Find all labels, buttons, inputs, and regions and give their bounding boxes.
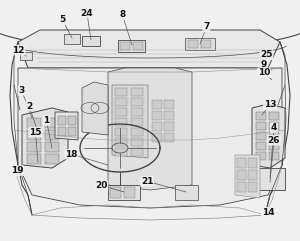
Polygon shape [256,142,266,150]
Circle shape [268,68,276,76]
Polygon shape [58,116,66,125]
Text: 21: 21 [141,177,153,186]
Polygon shape [256,122,266,130]
Polygon shape [115,128,127,136]
Text: 5: 5 [59,15,65,24]
Polygon shape [248,182,257,192]
Polygon shape [27,130,41,140]
Polygon shape [45,130,59,140]
Polygon shape [82,36,100,46]
Polygon shape [164,122,174,131]
Polygon shape [82,82,108,135]
Polygon shape [152,122,162,131]
Polygon shape [269,112,279,120]
Polygon shape [27,142,41,152]
Text: 8: 8 [119,10,125,20]
Polygon shape [248,170,257,180]
Polygon shape [131,98,143,106]
Polygon shape [248,158,257,168]
Polygon shape [45,142,59,152]
Text: 12: 12 [12,46,25,55]
Polygon shape [108,185,140,200]
Polygon shape [115,138,127,146]
Polygon shape [237,170,246,180]
Polygon shape [256,152,266,160]
Polygon shape [68,127,76,136]
Polygon shape [118,40,145,52]
Polygon shape [152,100,162,109]
Text: 9: 9 [261,60,267,69]
Text: 3: 3 [19,86,25,95]
Polygon shape [110,187,121,198]
Polygon shape [175,185,198,200]
Polygon shape [120,42,130,50]
Circle shape [268,58,276,66]
Polygon shape [112,85,148,158]
Text: 24: 24 [81,9,93,18]
Polygon shape [55,112,78,140]
Polygon shape [115,108,127,116]
Polygon shape [115,98,127,106]
Polygon shape [164,100,174,109]
Polygon shape [64,34,80,44]
Polygon shape [68,116,76,125]
Polygon shape [269,152,279,160]
Polygon shape [164,133,174,142]
Polygon shape [18,30,280,68]
Polygon shape [108,68,192,190]
Polygon shape [131,138,143,146]
Polygon shape [131,148,143,156]
Text: 19: 19 [11,166,24,175]
Polygon shape [22,108,68,168]
Text: 10: 10 [258,68,270,77]
Polygon shape [115,118,127,126]
Polygon shape [58,127,66,136]
Text: 7: 7 [203,22,210,32]
Text: 14: 14 [262,208,274,217]
Polygon shape [133,42,143,50]
Polygon shape [27,154,41,164]
Polygon shape [131,108,143,116]
Text: 1: 1 [44,116,50,125]
Text: 13: 13 [264,100,276,109]
Text: 20: 20 [95,181,108,190]
Polygon shape [201,40,211,48]
Polygon shape [256,132,266,140]
Text: 15: 15 [29,127,42,137]
Circle shape [264,50,272,58]
Text: 25: 25 [260,50,273,60]
Polygon shape [20,52,32,60]
Polygon shape [269,132,279,140]
Polygon shape [131,128,143,136]
Polygon shape [45,118,59,128]
Text: 4: 4 [271,123,277,132]
Polygon shape [164,111,174,120]
Polygon shape [131,88,143,96]
Polygon shape [152,133,162,142]
Polygon shape [235,155,260,198]
Text: 18: 18 [65,150,78,159]
Text: 2: 2 [26,101,32,111]
Polygon shape [256,112,266,120]
Text: 26: 26 [268,136,280,145]
Polygon shape [252,104,285,168]
Polygon shape [269,122,279,130]
Polygon shape [115,88,127,96]
Polygon shape [18,68,282,208]
Polygon shape [4,18,296,215]
Polygon shape [269,142,279,150]
Polygon shape [27,118,41,128]
Polygon shape [131,118,143,126]
Polygon shape [258,168,285,190]
Polygon shape [115,148,127,156]
Polygon shape [237,158,246,168]
Polygon shape [188,40,198,48]
Polygon shape [185,38,215,50]
Polygon shape [152,111,162,120]
Polygon shape [45,154,59,164]
Polygon shape [237,182,246,192]
Polygon shape [124,187,135,198]
